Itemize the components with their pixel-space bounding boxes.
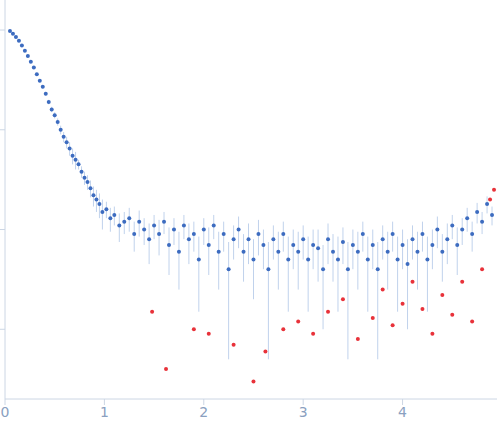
svg-text:4: 4 (398, 404, 407, 420)
svg-text:0: 0 (8, 404, 9, 420)
svg-text:1: 1 (100, 404, 109, 420)
svg-text:2: 2 (199, 404, 208, 420)
svg-text:3: 3 (299, 404, 308, 420)
